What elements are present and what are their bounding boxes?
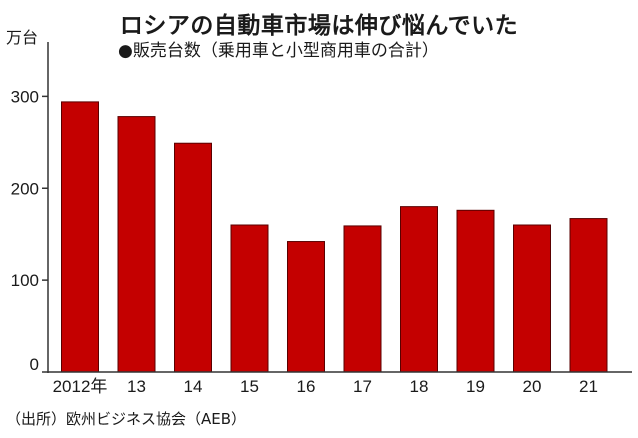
bar-19	[456, 209, 495, 373]
x-tick-label: 20	[523, 377, 542, 396]
bar-20	[513, 224, 551, 373]
x-tick-label: 15	[240, 377, 259, 396]
x-tick-label: 21	[579, 377, 598, 396]
x-tick-label: 13	[127, 377, 146, 396]
y-axis-unit-label: 万台	[6, 28, 39, 47]
x-tick-label: 18	[410, 377, 429, 396]
x-axis-labels: 2012年 13 14 15 16 17 18 19 20 21	[53, 377, 598, 396]
y-tick-label: 100	[11, 271, 39, 290]
source-note: （出所）欧州ビジネス協会（AEB）	[6, 410, 247, 428]
y-axis-ticks: 0 100 200 300	[11, 87, 48, 374]
bars-group	[61, 101, 608, 373]
bar-13	[117, 116, 156, 373]
bar-21	[569, 218, 608, 373]
y-tick-label: 300	[11, 87, 39, 106]
bar-16	[287, 241, 325, 373]
x-tick-label: 2012年	[53, 377, 108, 396]
bar-14	[174, 142, 212, 373]
y-tick-label: 0	[30, 355, 39, 374]
x-tick-label: 17	[353, 377, 372, 396]
x-tick-label: 19	[466, 377, 485, 396]
bar-15	[230, 224, 269, 373]
bar-2012年	[61, 101, 99, 373]
y-tick-label: 200	[11, 179, 39, 198]
chart-subtitle: ●販売台数（乗用車と小型商用車の合計）	[118, 41, 439, 61]
x-tick-label: 14	[184, 377, 203, 396]
chart-title: ロシアの自動車市場は伸び悩んでいた	[119, 13, 519, 39]
bar-18	[400, 206, 438, 373]
bar-17	[343, 225, 382, 373]
x-tick-label: 16	[297, 377, 316, 396]
